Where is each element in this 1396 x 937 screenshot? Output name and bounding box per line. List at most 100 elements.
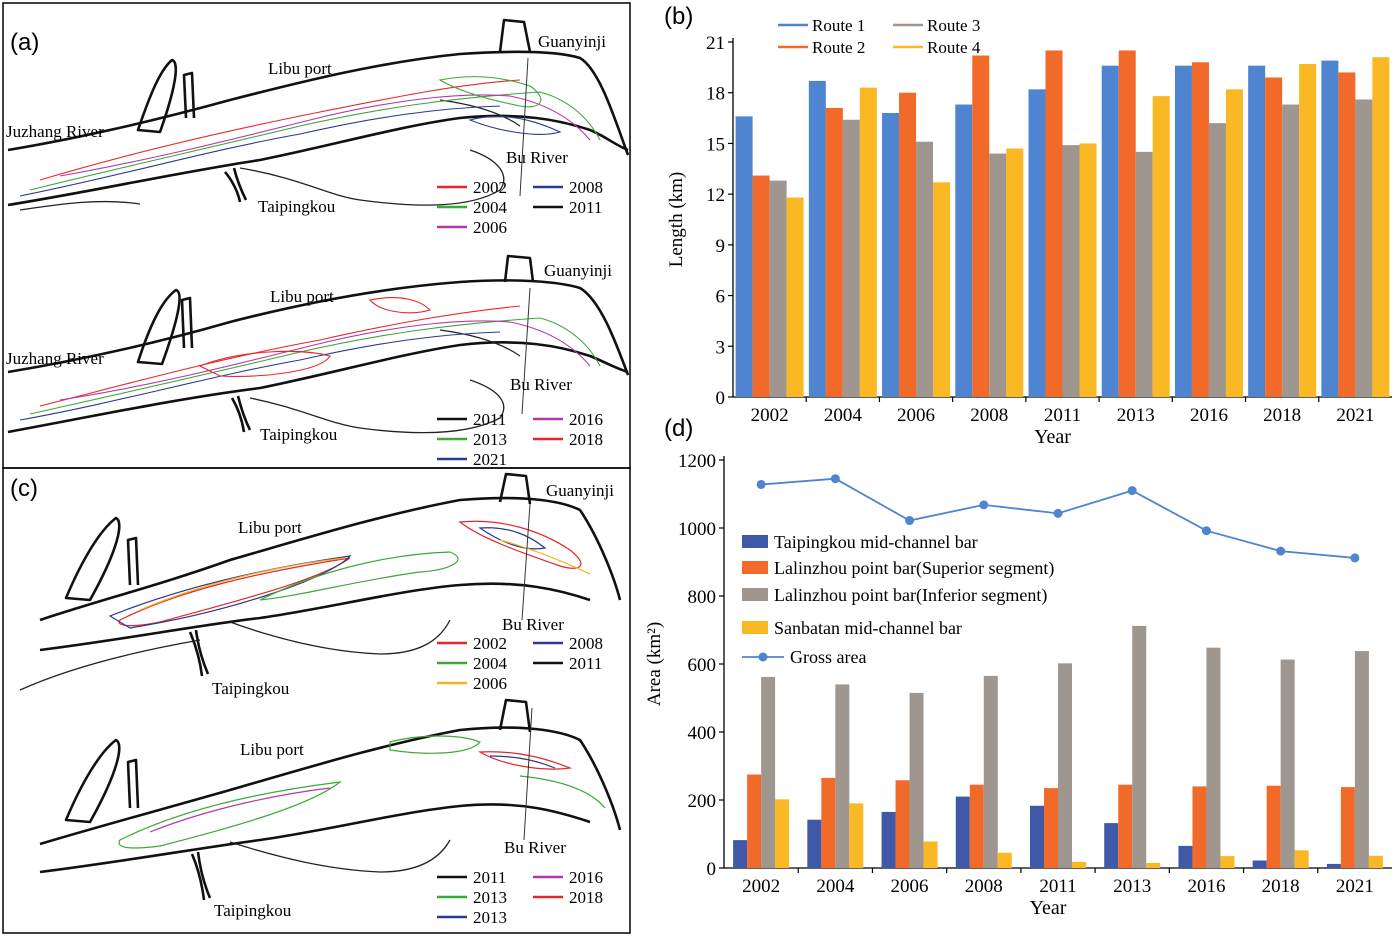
x-tick-label: 2013: [1113, 876, 1151, 897]
riverbank-lines: [39, 472, 622, 677]
y-tick-label: 0: [716, 388, 726, 409]
x-tick-label: 2021: [1336, 876, 1374, 897]
y-axis-title: Area (km²): [644, 622, 665, 706]
bar: [859, 87, 877, 398]
legend-label: 2013: [473, 430, 507, 449]
line-point: [979, 500, 989, 510]
bar-contours: [19, 76, 601, 197]
legend-swatch: [742, 621, 768, 634]
bar: [1252, 860, 1267, 868]
x-tick-label: 2013: [1117, 405, 1155, 426]
legend: 2011 2016 2013 2018 2013: [437, 868, 603, 927]
bar: [821, 777, 836, 868]
bar: [1174, 65, 1192, 398]
riverbank-lines: [7, 254, 630, 434]
bar: [1299, 63, 1317, 397]
bar: [1282, 104, 1300, 398]
bar: [1280, 659, 1295, 868]
place-label: Taipingkou: [258, 197, 336, 216]
bar: [997, 852, 1012, 868]
bar: [775, 799, 790, 868]
y-tick-label: 9: [716, 236, 726, 257]
y-tick-label: 3: [716, 337, 726, 358]
bar: [1326, 863, 1341, 868]
bar: [1265, 77, 1283, 397]
bar: [1101, 65, 1119, 398]
bar: [1152, 96, 1170, 397]
legend-label: Taipingkou mid-channel bar: [774, 532, 978, 552]
bar-contours: [108, 520, 591, 629]
bar: [842, 119, 860, 397]
place-label: Bu River: [506, 148, 568, 167]
panel-label: (d): [664, 415, 693, 442]
place-label: Taipingkou: [214, 901, 292, 920]
bar: [1045, 50, 1063, 397]
legend-label: 2016: [569, 410, 603, 429]
place-label: Libu port: [238, 518, 302, 537]
legend-swatch: [742, 535, 768, 548]
bar: [983, 675, 998, 868]
legend-label: 2013: [473, 908, 507, 927]
line-point: [1201, 526, 1211, 536]
floodplain-outline: [19, 99, 521, 211]
legend-label: 2016: [569, 868, 603, 887]
legend-label: 2011: [473, 410, 506, 429]
x-tick-label: 2011: [1044, 405, 1081, 426]
bar: [1368, 855, 1383, 868]
legend-swatch: [742, 588, 768, 601]
x-tick-label: 2006: [897, 405, 935, 426]
bar: [955, 104, 973, 398]
bar: [1191, 62, 1209, 398]
line-point: [1127, 486, 1137, 496]
riverbank-lines: [7, 18, 630, 207]
bar: [1248, 65, 1266, 398]
line-point: [830, 474, 840, 484]
x-tick-label: 2016: [1190, 405, 1228, 426]
y-tick-label: 1000: [678, 519, 716, 540]
place-label: Bu River: [502, 615, 564, 634]
panel-label: (b): [664, 3, 693, 30]
bar: [1028, 89, 1046, 397]
legend-label: 2004: [473, 198, 508, 217]
x-tick-label: 2016: [1187, 876, 1225, 897]
place-label: Guanyinji: [546, 481, 614, 500]
legend: 2011 2016 2013 2018 2021: [437, 410, 603, 469]
panel-c-frame: [2, 467, 631, 934]
bar-contours: [118, 735, 606, 849]
bar: [1104, 823, 1119, 868]
bar: [1118, 50, 1136, 397]
bar: [882, 113, 900, 397]
legend-label: Route 3: [927, 16, 980, 35]
panel-c: (c): [2, 467, 631, 934]
place-label: Taipingkou: [212, 679, 290, 698]
bar: [1355, 99, 1373, 397]
bar: [849, 803, 864, 868]
x-tick-label: 2006: [891, 876, 929, 897]
place-label: Taipingkou: [260, 425, 338, 444]
legend-label: 2008: [569, 178, 603, 197]
bar: [1372, 57, 1390, 397]
bar: [899, 92, 917, 397]
bar: [1354, 651, 1369, 868]
bar: [1266, 785, 1281, 868]
place-label: Guanyinji: [544, 261, 612, 280]
x-tick-label: 2021: [1336, 405, 1374, 426]
bar: [747, 774, 762, 868]
panel-c-upper-map: Libu port Guanyinji Bu River Taipingkou …: [19, 472, 622, 698]
y-tick-label: 400: [688, 723, 717, 744]
bar: [835, 684, 850, 868]
bar: [786, 197, 804, 397]
floodplain-outline: [229, 839, 451, 873]
bar: [807, 819, 822, 868]
legend-label: 2011: [569, 654, 602, 673]
floodplain-outline: [249, 329, 521, 434]
legend-label: 2018: [569, 430, 603, 449]
place-label: Juzhang River: [6, 122, 104, 141]
panel-c-lower-map: Libu port Bu River Taipingkou 2011 201620…: [39, 698, 622, 927]
panel-c-label: (c): [10, 475, 38, 502]
bar: [1006, 148, 1024, 397]
legend-swatch: [758, 652, 768, 662]
bar: [1321, 60, 1339, 397]
line-point: [1053, 508, 1063, 518]
bar: [933, 182, 951, 397]
